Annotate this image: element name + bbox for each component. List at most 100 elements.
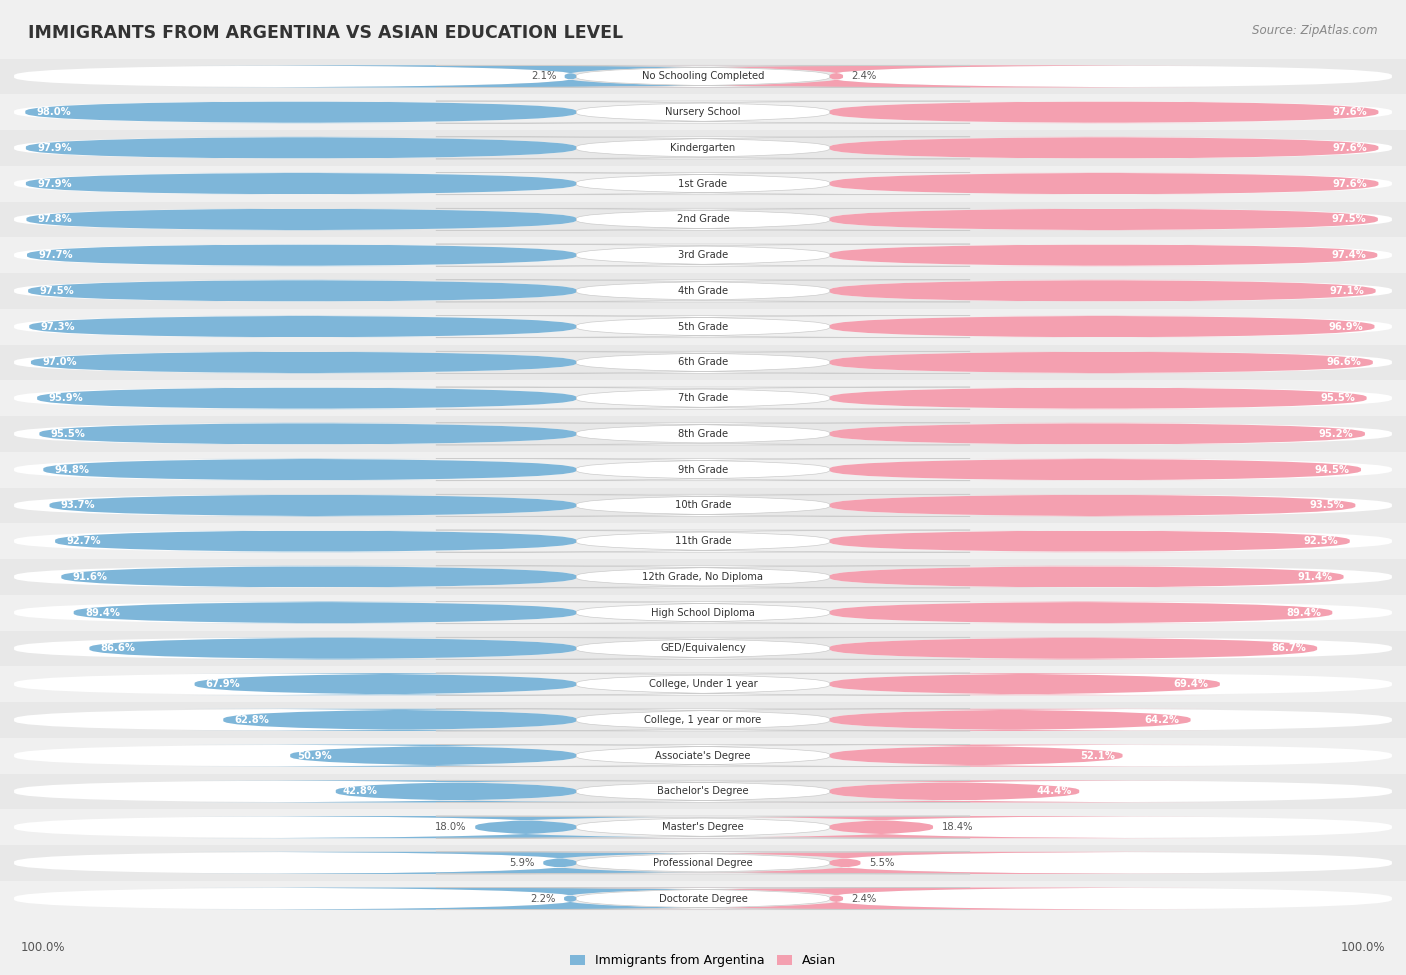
FancyBboxPatch shape	[830, 638, 1317, 659]
FancyBboxPatch shape	[14, 673, 576, 695]
FancyBboxPatch shape	[830, 566, 1392, 588]
FancyBboxPatch shape	[436, 673, 970, 695]
Text: 97.7%: 97.7%	[38, 251, 73, 260]
FancyBboxPatch shape	[436, 566, 970, 588]
Text: 94.8%: 94.8%	[55, 465, 90, 475]
FancyBboxPatch shape	[830, 816, 1392, 838]
FancyBboxPatch shape	[436, 101, 970, 123]
FancyBboxPatch shape	[0, 809, 1406, 845]
Text: 96.9%: 96.9%	[1329, 322, 1364, 332]
Text: 97.3%: 97.3%	[41, 322, 75, 332]
Text: 97.0%: 97.0%	[42, 358, 77, 368]
Text: 6th Grade: 6th Grade	[678, 358, 728, 368]
FancyBboxPatch shape	[14, 101, 576, 123]
FancyBboxPatch shape	[0, 524, 1406, 559]
FancyBboxPatch shape	[830, 351, 1372, 373]
FancyBboxPatch shape	[183, 745, 683, 766]
FancyBboxPatch shape	[14, 887, 576, 910]
FancyBboxPatch shape	[436, 458, 970, 481]
FancyBboxPatch shape	[14, 530, 576, 552]
FancyBboxPatch shape	[0, 202, 1406, 237]
FancyBboxPatch shape	[830, 136, 1392, 159]
FancyBboxPatch shape	[450, 887, 1223, 910]
FancyBboxPatch shape	[14, 387, 576, 410]
Text: 62.8%: 62.8%	[235, 715, 270, 724]
FancyBboxPatch shape	[55, 530, 576, 552]
FancyBboxPatch shape	[830, 209, 1392, 230]
FancyBboxPatch shape	[436, 423, 970, 445]
FancyBboxPatch shape	[686, 780, 1223, 802]
Text: 96.6%: 96.6%	[1327, 358, 1361, 368]
FancyBboxPatch shape	[27, 209, 576, 230]
FancyBboxPatch shape	[73, 602, 576, 624]
Text: 7th Grade: 7th Grade	[678, 393, 728, 403]
FancyBboxPatch shape	[436, 351, 970, 373]
FancyBboxPatch shape	[830, 316, 1392, 337]
FancyBboxPatch shape	[830, 387, 1367, 410]
Text: 10th Grade: 10th Grade	[675, 500, 731, 510]
Text: 92.7%: 92.7%	[66, 536, 101, 546]
FancyBboxPatch shape	[0, 488, 1406, 524]
FancyBboxPatch shape	[436, 602, 970, 624]
FancyBboxPatch shape	[436, 65, 970, 88]
Text: 97.8%: 97.8%	[38, 214, 73, 224]
Text: 18.4%: 18.4%	[942, 822, 973, 832]
FancyBboxPatch shape	[14, 709, 576, 731]
FancyBboxPatch shape	[827, 673, 1223, 695]
FancyBboxPatch shape	[436, 709, 970, 731]
Text: 50.9%: 50.9%	[297, 751, 332, 760]
FancyBboxPatch shape	[436, 887, 970, 910]
Text: 18.0%: 18.0%	[436, 822, 467, 832]
FancyBboxPatch shape	[14, 351, 576, 373]
FancyBboxPatch shape	[183, 65, 959, 88]
Text: Kindergarten: Kindergarten	[671, 143, 735, 153]
Text: 95.5%: 95.5%	[1320, 393, 1355, 403]
Text: 97.1%: 97.1%	[1330, 286, 1364, 295]
Text: 2.4%: 2.4%	[852, 71, 877, 81]
FancyBboxPatch shape	[14, 852, 576, 874]
FancyBboxPatch shape	[436, 387, 970, 410]
FancyBboxPatch shape	[797, 709, 1223, 731]
FancyBboxPatch shape	[830, 244, 1392, 266]
FancyBboxPatch shape	[39, 423, 576, 445]
FancyBboxPatch shape	[467, 852, 1223, 874]
FancyBboxPatch shape	[90, 638, 576, 659]
FancyBboxPatch shape	[830, 351, 1392, 373]
FancyBboxPatch shape	[14, 65, 576, 88]
FancyBboxPatch shape	[436, 136, 970, 159]
FancyBboxPatch shape	[436, 745, 970, 766]
FancyBboxPatch shape	[0, 237, 1406, 273]
FancyBboxPatch shape	[450, 65, 1223, 88]
FancyBboxPatch shape	[0, 344, 1406, 380]
Text: 2.1%: 2.1%	[531, 71, 557, 81]
FancyBboxPatch shape	[830, 494, 1355, 517]
Text: 89.4%: 89.4%	[84, 607, 120, 617]
Text: 5.9%: 5.9%	[509, 858, 534, 868]
Text: 9th Grade: 9th Grade	[678, 465, 728, 475]
FancyBboxPatch shape	[0, 95, 1406, 130]
FancyBboxPatch shape	[830, 387, 1392, 410]
FancyBboxPatch shape	[62, 566, 576, 588]
FancyBboxPatch shape	[830, 136, 1378, 159]
FancyBboxPatch shape	[830, 494, 1392, 517]
Text: 95.9%: 95.9%	[48, 393, 83, 403]
FancyBboxPatch shape	[183, 816, 869, 838]
FancyBboxPatch shape	[436, 209, 970, 230]
FancyBboxPatch shape	[49, 494, 576, 517]
FancyBboxPatch shape	[728, 745, 1223, 766]
FancyBboxPatch shape	[14, 638, 576, 659]
FancyBboxPatch shape	[0, 380, 1406, 416]
Text: 95.2%: 95.2%	[1319, 429, 1354, 439]
FancyBboxPatch shape	[830, 173, 1378, 195]
FancyBboxPatch shape	[14, 566, 576, 588]
Text: 12th Grade, No Diploma: 12th Grade, No Diploma	[643, 572, 763, 582]
Text: 11th Grade: 11th Grade	[675, 536, 731, 546]
Text: Source: ZipAtlas.com: Source: ZipAtlas.com	[1253, 24, 1378, 37]
FancyBboxPatch shape	[183, 852, 936, 874]
FancyBboxPatch shape	[28, 280, 576, 302]
FancyBboxPatch shape	[830, 638, 1392, 659]
FancyBboxPatch shape	[830, 530, 1350, 552]
Text: High School Diploma: High School Diploma	[651, 607, 755, 617]
FancyBboxPatch shape	[30, 316, 576, 337]
Text: 2.2%: 2.2%	[530, 894, 555, 904]
